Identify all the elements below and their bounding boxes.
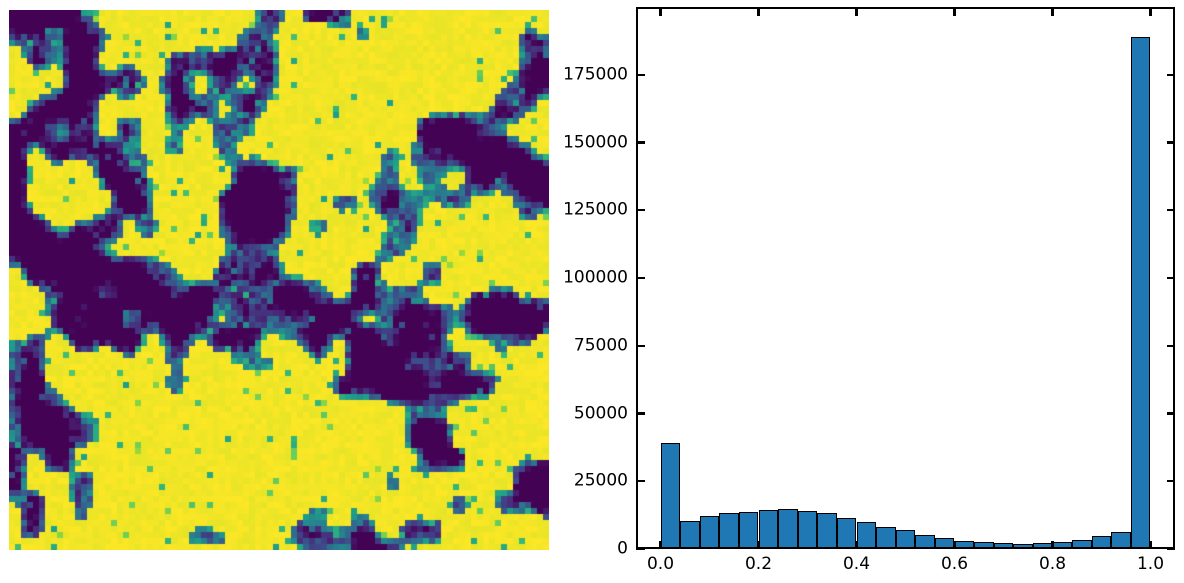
- histogram-bar: [699, 516, 720, 549]
- histogram-bar: [738, 511, 759, 549]
- y-tick-label: 50000: [573, 403, 628, 423]
- y-tick-label: 0: [617, 538, 628, 559]
- y-tick-right: [1166, 344, 1175, 347]
- y-tick-left: [636, 73, 645, 76]
- x-tick-bottom: [659, 540, 662, 549]
- y-tick-label: 175000: [563, 64, 628, 85]
- x-tick-label: 0.8: [1038, 554, 1067, 574]
- x-tick-label: 0.6: [940, 554, 969, 574]
- y-tick-right: [1166, 480, 1175, 483]
- histogram-bar: [836, 517, 857, 549]
- x-tick-bottom: [1051, 540, 1054, 549]
- y-tick-label: 75000: [573, 335, 628, 356]
- y-tick-label: 125000: [563, 199, 628, 220]
- histogram-bar: [660, 443, 681, 549]
- x-tick-label: 0.4: [842, 554, 871, 574]
- y-tick-right: [1166, 412, 1175, 415]
- histogram-bar: [856, 521, 877, 549]
- y-tick-right: [1166, 73, 1175, 76]
- y-tick-right: [1166, 209, 1175, 212]
- x-tick-top: [953, 7, 956, 16]
- x-tick-label: 0.0: [646, 554, 675, 574]
- heatmap-image: [9, 10, 549, 550]
- histogram-bar: [876, 526, 896, 549]
- y-tick-left: [636, 412, 645, 415]
- x-tick-top: [1051, 7, 1054, 16]
- histogram-axes: 0.0 0.2 0.4 0.6 0.8 1.0 0 25000 50000 75000 100000…: [563, 7, 1175, 573]
- x-tick-top: [1149, 7, 1152, 16]
- histogram-bar: [1130, 36, 1151, 549]
- y-tick-label: 25000: [573, 470, 628, 491]
- y-tick-left: [636, 209, 645, 212]
- plot-spine-right: [1172, 7, 1175, 549]
- histogram-bar: [778, 509, 798, 549]
- histogram-bar: [797, 510, 818, 549]
- x-tick-bottom: [855, 540, 858, 549]
- y-tick-left: [636, 480, 645, 483]
- x-tick-label: 0.2: [744, 554, 773, 574]
- x-tick-bottom: [757, 540, 760, 549]
- y-tick-left: [636, 344, 645, 347]
- y-tick-right: [1166, 276, 1175, 280]
- plot-spine-bottom: [636, 546, 1175, 549]
- y-tick-left: [636, 141, 645, 144]
- y-tick-label: 100000: [563, 267, 628, 288]
- y-tick-label: 150000: [563, 132, 628, 152]
- x-tick-label: 1.0: [1136, 554, 1165, 574]
- x-tick-top: [659, 7, 662, 16]
- histogram-bar: [719, 513, 739, 549]
- x-tick-bottom: [1149, 540, 1152, 549]
- x-tick-bottom: [953, 540, 956, 549]
- histogram-bar: [680, 520, 700, 549]
- x-tick-top: [757, 7, 760, 16]
- y-tick-right: [1166, 141, 1175, 144]
- histogram-bar: [817, 513, 837, 549]
- histogram-bar: [758, 509, 779, 549]
- plot-spine-left: [636, 7, 639, 549]
- x-tick-top: [855, 7, 858, 16]
- plot-spine-top: [636, 7, 1175, 10]
- y-tick-left: [636, 276, 645, 280]
